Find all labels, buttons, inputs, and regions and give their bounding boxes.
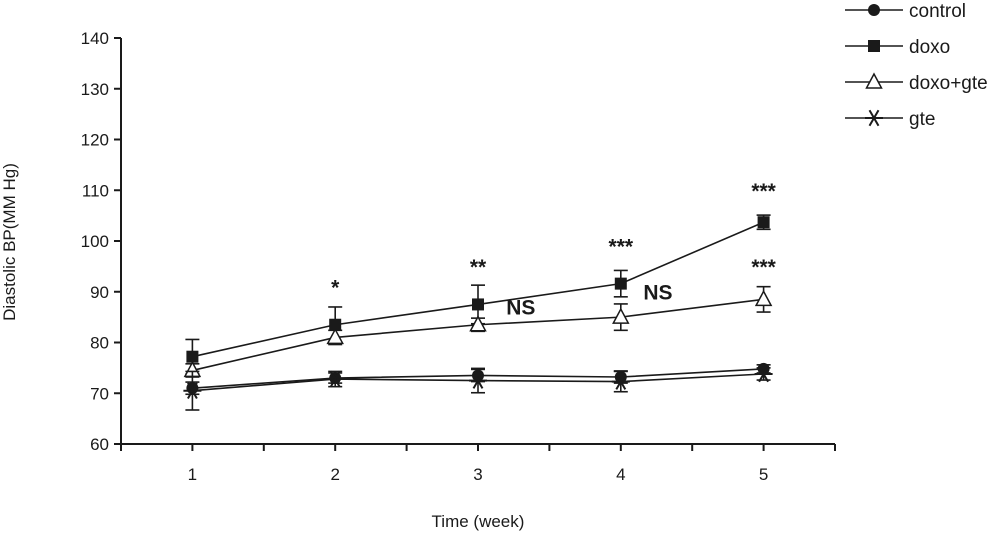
data-point: [469, 315, 487, 332]
data-point: [326, 370, 345, 388]
significance-label: NS: [643, 281, 672, 304]
y-tick-label: 90: [90, 283, 109, 302]
y-tick-label: 100: [81, 232, 109, 251]
legend-marker: [865, 109, 883, 127]
axes: 60 70 80 90 100 110 120 130 140 1 2 3 4 5: [81, 29, 836, 484]
significance-label: **: [470, 256, 487, 279]
y-tick-label: 60: [90, 435, 109, 454]
x-tick-label: 4: [616, 465, 625, 484]
y-tick-label: 120: [81, 131, 109, 150]
legend-label: doxo: [909, 37, 950, 58]
legend-label: gte: [909, 109, 935, 130]
legend-marker: [868, 4, 880, 16]
data-point: [329, 318, 342, 331]
x-axis-title: Time (week): [432, 512, 525, 531]
legend-item: control: [845, 1, 966, 22]
significance-label: ***: [751, 256, 776, 279]
y-axis-title: Diastolic BP(MM Hg): [0, 163, 19, 321]
data-point: [754, 365, 773, 383]
legend-item: doxo+gte: [845, 72, 988, 94]
data-point: [754, 289, 773, 307]
legend-item: doxo: [845, 37, 950, 58]
data-point: [469, 372, 487, 389]
series-doxo-gte: [183, 285, 773, 378]
y-tick-label: 140: [81, 29, 109, 48]
series-doxo: [185, 214, 771, 375]
significance-label: ***: [609, 236, 634, 259]
y-tick-label: 110: [82, 181, 109, 200]
y-tick-label: 70: [90, 384, 109, 403]
series-gte: [183, 365, 773, 411]
x-tick-label: 2: [330, 465, 339, 484]
data-point: [186, 350, 199, 363]
data-point: [183, 382, 202, 400]
legend: control doxo doxo+gte gte: [845, 1, 988, 130]
y-tick-label: 130: [81, 80, 109, 99]
legend-label: control: [909, 1, 966, 22]
data-point: [611, 373, 630, 390]
data-point: [614, 277, 627, 290]
significance-label: NS: [506, 297, 535, 320]
data-point: [326, 327, 344, 345]
significance-label: *: [331, 276, 340, 299]
series-layer: [183, 214, 773, 411]
legend-label: doxo+gte: [909, 73, 988, 94]
legend-marker: [865, 72, 883, 89]
legend-marker: [868, 40, 880, 52]
x-tick-label: 5: [759, 465, 768, 484]
data-point: [612, 307, 630, 324]
significance-label: ***: [751, 180, 776, 203]
legend-item: gte: [845, 109, 935, 130]
data-point: [472, 298, 484, 311]
x-tick-label: 1: [188, 465, 197, 484]
y-tick-label: 80: [90, 334, 109, 353]
data-point: [757, 216, 770, 229]
x-tick-label: 3: [473, 465, 482, 484]
